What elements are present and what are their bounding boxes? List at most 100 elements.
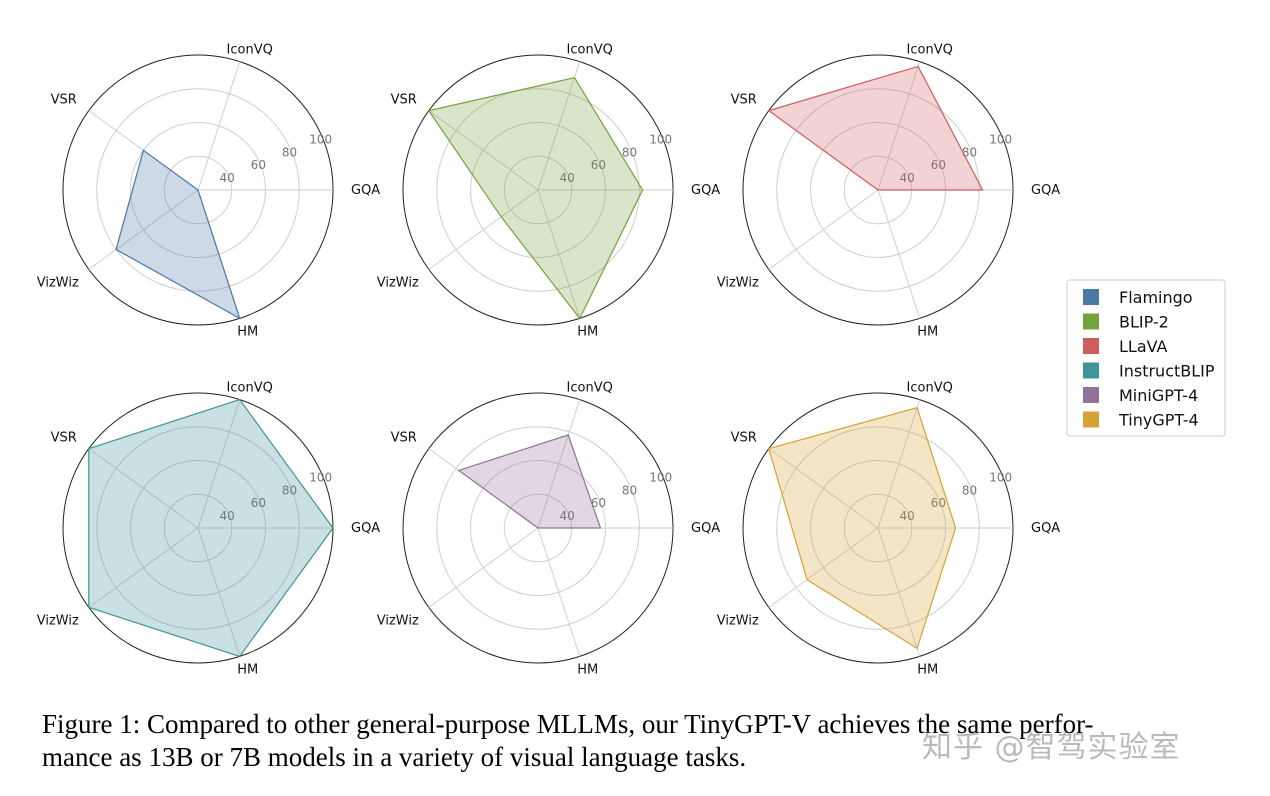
legend-swatch <box>1083 362 1099 379</box>
radar-chart-blip-2: 40 60 80 100 GQA IconVQ VSR VizWiz HM <box>377 43 721 340</box>
axis-label: GQA <box>691 521 720 536</box>
radial-tick-label: 60 <box>931 496 946 510</box>
radial-tick-label: 40 <box>900 171 915 185</box>
series-area <box>427 76 644 320</box>
axis-spoke <box>768 189 879 270</box>
axis-label: VSR <box>391 431 417 446</box>
radar-charts: 40 60 80 100 GQA IconVQ VSR VizWiz HM 40 60 80 100 GQ… <box>37 43 1061 678</box>
axis-label: GQA <box>351 183 380 198</box>
axis-label: IconVQ <box>227 43 273 58</box>
legend-label: TinyGPT-4 <box>1118 411 1199 430</box>
axis-spoke <box>877 399 921 529</box>
axis-spoke <box>877 527 921 657</box>
axis-label: IconVQ <box>567 381 613 396</box>
axis-label: GQA <box>691 183 720 198</box>
axis-label: VizWiz <box>377 275 419 290</box>
radial-tick-label: 80 <box>962 483 977 497</box>
axis-spoke <box>88 527 199 608</box>
series-area <box>115 149 241 320</box>
axis-label: VSR <box>391 93 417 108</box>
series-area <box>768 406 957 650</box>
axis-spoke <box>877 61 921 191</box>
series-area <box>88 398 334 658</box>
radar-chart-tinygpt-4: 40 60 80 100 GQA IconVQ VSR VizWiz HM <box>717 381 1061 678</box>
legend-swatch <box>1083 313 1099 330</box>
radial-tick-label: 40 <box>220 171 235 185</box>
axis-label: HM <box>237 324 258 339</box>
axis-label: VSR <box>51 431 77 446</box>
radial-tick-label: 100 <box>649 132 672 146</box>
axis-label: GQA <box>351 521 380 536</box>
radial-tick-label: 100 <box>309 132 332 146</box>
watermark-text: 知乎 @智驾实验室 <box>922 730 1181 765</box>
axis-spoke <box>428 527 539 608</box>
axis-label: VSR <box>731 431 757 446</box>
radial-tick-label: 60 <box>931 158 946 172</box>
axis-label: VizWiz <box>37 613 79 628</box>
axis-spoke <box>537 189 581 319</box>
axis-label: HM <box>577 662 598 677</box>
figure-caption: Figure 1: Compared to other general-purp… <box>42 708 1242 774</box>
radial-tick-label: 40 <box>560 509 575 523</box>
axis-label: HM <box>917 324 938 339</box>
legend-swatch <box>1083 338 1099 354</box>
legend-label: InstructBLIP <box>1119 362 1215 381</box>
caption-line-2: mance as 13B or 7B models in a variety o… <box>42 742 747 772</box>
axis-spoke <box>88 448 199 529</box>
legend-label: LLaVA <box>1119 337 1168 356</box>
legend-frame <box>1066 279 1226 437</box>
radial-tick-label: 40 <box>220 509 235 523</box>
axis-spoke <box>768 448 879 529</box>
axis-label: VizWiz <box>717 613 759 628</box>
series-area <box>457 434 602 529</box>
legend-label: Flamingo <box>1119 288 1193 307</box>
axis-label: VSR <box>731 93 757 108</box>
axis-label: HM <box>917 662 938 677</box>
axis-spoke <box>197 61 241 191</box>
axis-spoke <box>428 110 539 191</box>
axis-spoke <box>537 61 581 191</box>
radial-tick-label: 40 <box>900 509 915 523</box>
axis-label: VizWiz <box>717 275 759 290</box>
radial-tick-label: 40 <box>560 171 575 185</box>
axis-spoke <box>877 189 921 319</box>
axis-label: IconVQ <box>567 43 613 58</box>
radar-chart-instructblip: 40 60 80 100 GQA IconVQ VSR VizWiz HM <box>37 381 381 678</box>
axis-label: VizWiz <box>377 613 419 628</box>
radial-tick-label: 80 <box>622 145 637 159</box>
axis-label: HM <box>237 662 258 677</box>
legend-swatch <box>1083 289 1099 305</box>
legend-swatch <box>1083 411 1099 428</box>
radar-chart-minigpt-4: 40 60 80 100 GQA IconVQ VSR VizWiz HM <box>377 381 721 678</box>
axis-label: GQA <box>1031 521 1060 536</box>
radial-tick-label: 60 <box>251 496 266 510</box>
axis-label: IconVQ <box>907 43 953 58</box>
radial-tick-label: 80 <box>622 483 637 497</box>
radar-figure: 40 60 80 100 GQA IconVQ VSR VizWiz HM 40 60 80 100 GQ… <box>37 43 1226 678</box>
axis-label: HM <box>577 324 598 339</box>
axis-spoke <box>428 189 539 270</box>
radial-tick-label: 80 <box>962 145 977 159</box>
radial-tick-label: 100 <box>309 470 332 484</box>
axis-label: VizWiz <box>37 275 79 290</box>
legend: Flamingo BLIP-2 LLaVA InstructBLIP MiniGPT-4… <box>1066 279 1226 437</box>
radial-tick-label: 100 <box>989 132 1012 146</box>
radar-chart-flamingo: 40 60 80 100 GQA IconVQ VSR VizWiz HM <box>37 43 381 340</box>
radial-tick-label: 60 <box>591 158 606 172</box>
legend-label: BLIP-2 <box>1119 313 1169 332</box>
radar-chart-llava: 40 60 80 100 GQA IconVQ VSR VizWiz HM <box>717 43 1061 340</box>
axis-spoke <box>768 527 879 608</box>
legend-label: MiniGPT-4 <box>1119 386 1198 405</box>
axis-label: GQA <box>1031 183 1060 198</box>
radial-tick-label: 100 <box>989 470 1012 484</box>
axis-spoke <box>537 527 581 657</box>
axis-spoke <box>537 399 581 529</box>
caption-line-1: Figure 1: Compared to other general-purp… <box>42 709 1094 739</box>
axis-spoke <box>88 189 199 270</box>
legend-swatch <box>1083 387 1099 403</box>
axis-spoke <box>197 527 241 657</box>
axis-spoke <box>197 399 241 529</box>
radial-tick-label: 60 <box>591 496 606 510</box>
axis-label: IconVQ <box>227 381 273 396</box>
series-area <box>767 65 984 191</box>
